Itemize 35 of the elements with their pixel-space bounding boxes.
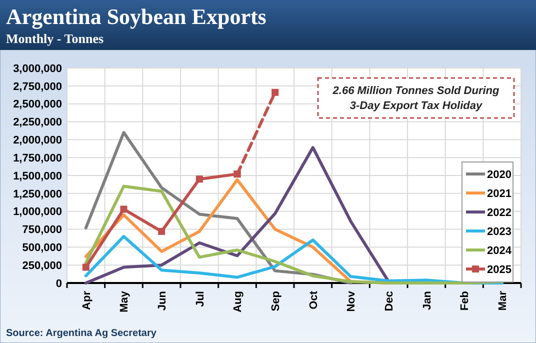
y-tick-label: 1,250,000 [13,188,62,200]
annotation: 2.66 Million Tonnes Sold During 3-Day Export Tax Holiday [332,85,500,112]
y-tick-label: 250,000 [22,260,62,272]
source-note: Source: Argentina Ag Secretary [6,328,157,339]
y-tick-label: 1,500,000 [13,170,62,182]
y-tick-label: 2,000,000 [13,134,62,147]
legend-label: 2021 [487,188,512,200]
y-tick-label: 2,500,000 [13,98,62,111]
chart-subtitle: Monthly - Tonnes [6,31,104,46]
y-tick-label: 3,000,000 [13,62,62,75]
x-tick-label: Jul [194,291,206,307]
legend-label: 2023 [487,226,512,238]
y-tick-label: 0 [56,278,62,290]
legend-label: 2020 [487,168,512,181]
x-tick-label: Feb [459,290,472,311]
x-tick-label: Nov [346,290,358,312]
x-tick-label: Apr [80,290,93,310]
y-tick-label: 2,250,000 [13,116,62,129]
x-tick-label: Aug [232,291,244,312]
legend-label: 2024 [487,244,512,257]
x-tick-label: Dec [383,291,396,312]
chart-title: Argentina Soybean Exports [6,4,267,29]
legend-label: 2025 [487,264,512,276]
legend-label: 2022 [487,206,512,219]
x-tick-label: Oct [308,290,320,310]
x-tick-label: Mar [496,290,509,311]
y-tick-label: 750,000 [22,224,62,236]
y-tick-label: 2,750,000 [13,80,62,93]
y-tick-label: 1,000,000 [13,206,62,218]
x-tick-label: May [118,290,131,312]
x-tick-label: Sep [270,290,282,312]
y-tick-label: 1,750,000 [13,152,62,164]
x-tick-label: Jan [421,290,434,310]
y-tick-label: 500,000 [22,242,62,254]
x-tick-label: Jun [156,290,168,311]
